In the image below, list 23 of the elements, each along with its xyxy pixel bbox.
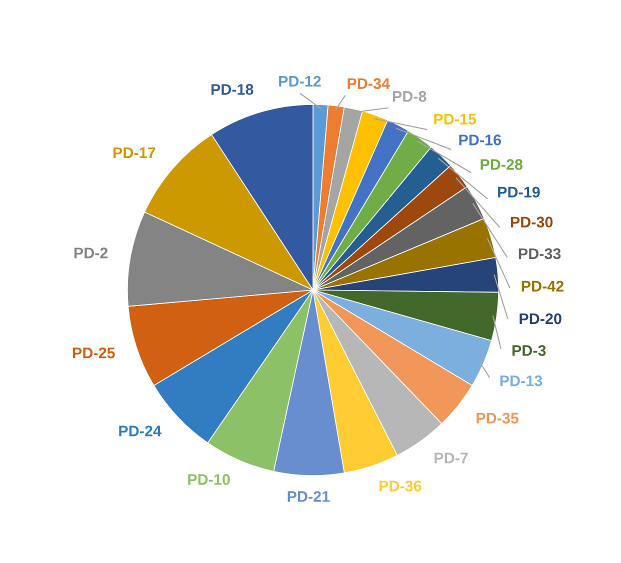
slice-label: PD-21 xyxy=(288,491,330,502)
slice-label: PD-13 xyxy=(500,375,542,386)
slice-label: PD-12 xyxy=(279,76,321,87)
slice-label: PD-24 xyxy=(119,426,162,436)
slice-label: PD-28 xyxy=(480,159,523,170)
slice-label: PD-42 xyxy=(522,280,564,292)
slice-label: PD-3 xyxy=(512,345,546,356)
slice-label: PD-34 xyxy=(348,78,390,89)
slice-label: PD-8 xyxy=(392,90,426,102)
slice-label: PD-16 xyxy=(459,134,501,146)
slice-label: PD-10 xyxy=(188,474,230,485)
slice-label: PD-18 xyxy=(211,84,254,95)
slice-label: PD-15 xyxy=(434,114,476,124)
slice-label: PD-20 xyxy=(520,313,562,324)
slice-label: PD-17 xyxy=(114,147,156,158)
slice-label: PD-19 xyxy=(498,186,540,198)
slice-label: PD-30 xyxy=(510,216,553,228)
slice-label: PD-36 xyxy=(380,480,422,492)
slice-label: PD-35 xyxy=(476,412,519,424)
slice-label: PD-33 xyxy=(518,248,561,260)
slice-label: PD-25 xyxy=(73,348,115,358)
slice-label: PD-7 xyxy=(434,452,468,464)
slice-label: PD-2 xyxy=(74,248,108,258)
